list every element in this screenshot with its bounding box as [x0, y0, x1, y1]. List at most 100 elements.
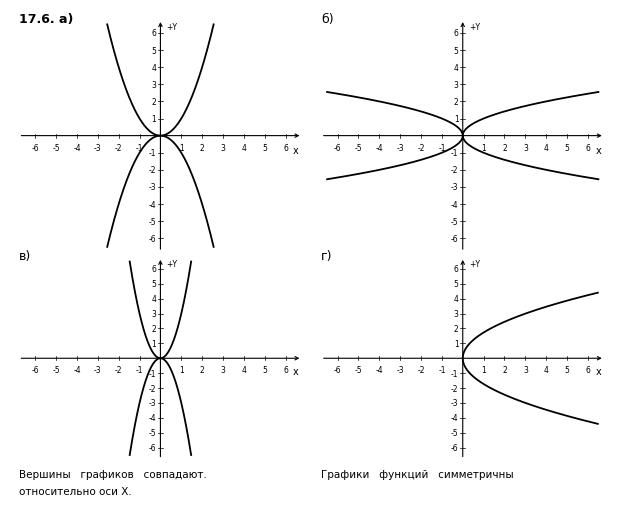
Text: -3: -3	[149, 183, 156, 192]
Text: -4: -4	[149, 414, 156, 423]
Text: -1: -1	[136, 365, 143, 374]
Text: 3: 3	[151, 81, 156, 89]
Text: 1: 1	[179, 144, 184, 153]
Text: -3: -3	[149, 398, 156, 408]
Text: -6: -6	[451, 443, 458, 452]
Text: 4: 4	[151, 64, 156, 73]
Text: x: x	[595, 146, 602, 156]
Text: -4: -4	[451, 414, 458, 423]
Text: 1: 1	[481, 365, 486, 374]
Text: б): б)	[321, 13, 333, 26]
Text: 1: 1	[454, 339, 458, 348]
Text: -5: -5	[451, 428, 458, 437]
Text: 1: 1	[454, 115, 458, 124]
Text: -6: -6	[149, 234, 156, 243]
Text: относительно оси X.: относительно оси X.	[19, 486, 131, 496]
Text: +Y: +Y	[469, 260, 480, 269]
Text: -2: -2	[451, 384, 458, 393]
Text: -2: -2	[115, 144, 122, 153]
Text: в): в)	[19, 250, 31, 263]
Text: -4: -4	[376, 365, 383, 374]
Text: -6: -6	[451, 234, 458, 243]
Text: -5: -5	[52, 144, 60, 153]
Text: 17.6. а): 17.6. а)	[19, 13, 73, 26]
Text: 2: 2	[152, 97, 156, 107]
Text: 6: 6	[151, 29, 156, 38]
Text: -1: -1	[451, 149, 458, 158]
Text: -4: -4	[376, 144, 383, 153]
Text: -5: -5	[149, 217, 156, 226]
Text: 4: 4	[151, 294, 156, 304]
Text: -4: -4	[73, 365, 81, 374]
Text: 5: 5	[565, 144, 569, 153]
Text: 2: 2	[454, 324, 458, 333]
Text: -2: -2	[451, 166, 458, 175]
Text: 6: 6	[151, 265, 156, 274]
Text: 2: 2	[200, 144, 204, 153]
Text: 5: 5	[565, 365, 569, 374]
Text: 1: 1	[179, 365, 184, 374]
Text: 6: 6	[283, 365, 288, 374]
Text: 2: 2	[502, 365, 507, 374]
Text: -4: -4	[149, 200, 156, 209]
Text: +Y: +Y	[167, 260, 178, 269]
Text: +Y: +Y	[167, 23, 178, 32]
Text: 5: 5	[453, 280, 458, 289]
Text: -5: -5	[52, 365, 60, 374]
Text: -1: -1	[438, 365, 445, 374]
Text: -6: -6	[334, 144, 341, 153]
Text: -2: -2	[149, 384, 156, 393]
Text: -3: -3	[94, 365, 102, 374]
Text: 4: 4	[544, 144, 549, 153]
Text: 1: 1	[152, 339, 156, 348]
Text: -6: -6	[31, 144, 39, 153]
Text: 5: 5	[453, 46, 458, 56]
Text: -4: -4	[451, 200, 458, 209]
Text: x: x	[293, 146, 299, 156]
Text: x: x	[595, 367, 602, 377]
Text: 5: 5	[262, 144, 267, 153]
Text: -5: -5	[451, 217, 458, 226]
Text: -6: -6	[31, 365, 39, 374]
Text: -6: -6	[334, 365, 341, 374]
Text: -3: -3	[396, 365, 404, 374]
Text: -6: -6	[149, 443, 156, 452]
Text: x: x	[293, 367, 299, 377]
Text: 6: 6	[586, 365, 590, 374]
Text: -5: -5	[355, 144, 362, 153]
Text: +Y: +Y	[469, 23, 480, 32]
Text: -3: -3	[451, 183, 458, 192]
Text: 6: 6	[453, 265, 458, 274]
Text: 3: 3	[523, 144, 528, 153]
Text: 3: 3	[523, 365, 528, 374]
Text: 3: 3	[453, 310, 458, 319]
Text: 1: 1	[152, 115, 156, 124]
Text: 4: 4	[241, 365, 246, 374]
Text: 3: 3	[151, 310, 156, 319]
Text: 2: 2	[200, 365, 204, 374]
Text: -5: -5	[355, 365, 362, 374]
Text: -1: -1	[149, 149, 156, 158]
Text: Вершины   графиков   совпадают.: Вершины графиков совпадают.	[19, 469, 206, 479]
Text: -5: -5	[149, 428, 156, 437]
Text: 1: 1	[481, 144, 486, 153]
Text: -4: -4	[73, 144, 81, 153]
Text: 4: 4	[453, 64, 458, 73]
Text: -2: -2	[417, 365, 424, 374]
Text: -2: -2	[417, 144, 424, 153]
Text: 3: 3	[221, 365, 225, 374]
Text: 6: 6	[283, 144, 288, 153]
Text: 4: 4	[241, 144, 246, 153]
Text: -3: -3	[451, 398, 458, 408]
Text: 3: 3	[221, 144, 225, 153]
Text: -2: -2	[149, 166, 156, 175]
Text: г): г)	[321, 250, 333, 263]
Text: -1: -1	[149, 369, 156, 378]
Text: 3: 3	[453, 81, 458, 89]
Text: 2: 2	[502, 144, 507, 153]
Text: 2: 2	[454, 97, 458, 107]
Text: 4: 4	[453, 294, 458, 304]
Text: -1: -1	[136, 144, 143, 153]
Text: -2: -2	[115, 365, 122, 374]
Text: 5: 5	[262, 365, 267, 374]
